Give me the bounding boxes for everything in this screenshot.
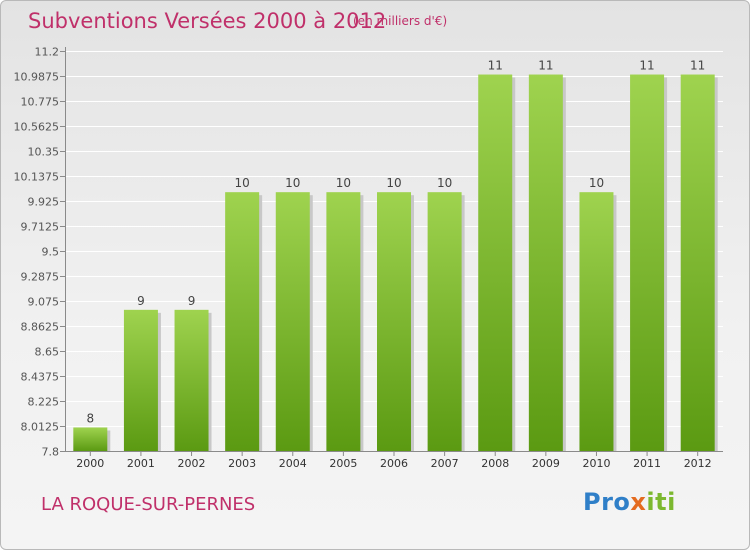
bar — [680, 74, 715, 451]
data-label: 9 — [137, 294, 145, 308]
logo-part-3: iti — [646, 488, 676, 516]
x-tick-label: 2008 — [481, 457, 509, 470]
bar — [528, 74, 563, 451]
x-tick-label: 2006 — [380, 457, 408, 470]
y-tick-label: 9.2875 — [21, 271, 60, 284]
bar — [427, 192, 462, 452]
y-tick-label: 9.7125 — [21, 221, 60, 234]
y-tick-label: 8.4375 — [21, 371, 60, 384]
data-label: 10 — [386, 176, 401, 190]
bar — [377, 192, 411, 452]
y-axis: 7.8 8.0125 8.225 8.4375 8.65 8.8625 9.075 9.287… — [14, 46, 723, 459]
bar — [630, 74, 665, 451]
logo-part-1: Pro — [583, 488, 631, 516]
y-tick-label: 8.8625 — [21, 321, 60, 334]
y-tick-label: 7.8 — [42, 446, 60, 459]
y-tick-label: 10.5625 — [14, 121, 60, 134]
y-tick-label: 9.075 — [28, 296, 60, 309]
logo-part-2: x — [630, 488, 647, 516]
data-label: 11 — [488, 59, 503, 73]
bar — [275, 192, 310, 452]
x-tick-label: 2009 — [532, 457, 560, 470]
data-label: 10 — [589, 176, 604, 190]
unit-label: (en milliers d'€) — [353, 14, 448, 28]
bar — [225, 192, 260, 452]
y-tick-label: 9.5 — [42, 246, 60, 259]
data-label: 10 — [285, 176, 300, 190]
x-tick-label: 2002 — [178, 457, 206, 470]
y-tick-label: 8.65 — [35, 346, 60, 359]
x-tick-label: 2007 — [431, 457, 459, 470]
x-tick-label: 2011 — [633, 457, 661, 470]
bar — [478, 74, 513, 451]
data-label: 11 — [690, 59, 705, 73]
chart-title: Subventions Versées 2000 à 2012 — [28, 9, 387, 33]
bar — [174, 309, 209, 451]
y-tick-label: 8.0125 — [21, 421, 60, 434]
data-label: 10 — [336, 176, 351, 190]
x-axis-labels: 2000 2001 2002 2003 2004 2005 2006 2007 2008 2009… — [76, 451, 712, 470]
x-tick-label: 2012 — [684, 457, 712, 470]
y-tick-label: 11.2 — [35, 46, 60, 59]
data-label: 9 — [188, 294, 196, 308]
data-label: 10 — [235, 176, 250, 190]
bar — [123, 309, 158, 451]
y-tick-label: 10.775 — [21, 96, 60, 109]
data-label: 10 — [437, 176, 452, 190]
bar — [579, 192, 614, 452]
proxiti-logo: Proxiti — [583, 488, 676, 516]
bars: 8 9 9 10 10 10 10 10 11 11 10 11 11 — [73, 59, 718, 452]
data-label: 11 — [538, 59, 553, 73]
x-tick-label: 2010 — [582, 457, 610, 470]
bar — [326, 192, 361, 452]
y-tick-label: 10.1375 — [14, 171, 60, 184]
x-tick-label: 2000 — [76, 457, 104, 470]
x-tick-label: 2004 — [279, 457, 307, 470]
x-tick-label: 2005 — [329, 457, 357, 470]
data-label: 8 — [86, 411, 94, 425]
x-tick-label: 2001 — [127, 457, 155, 470]
bar — [73, 427, 108, 451]
commune-name: LA ROQUE-SUR-PERNES — [41, 494, 256, 515]
x-tick-label: 2003 — [228, 457, 256, 470]
y-tick-label: 8.225 — [28, 396, 60, 409]
y-tick-label: 10.9875 — [14, 71, 60, 84]
y-tick-label: 10.35 — [28, 146, 60, 159]
data-label: 11 — [639, 59, 654, 73]
y-tick-label: 9.925 — [28, 196, 60, 209]
